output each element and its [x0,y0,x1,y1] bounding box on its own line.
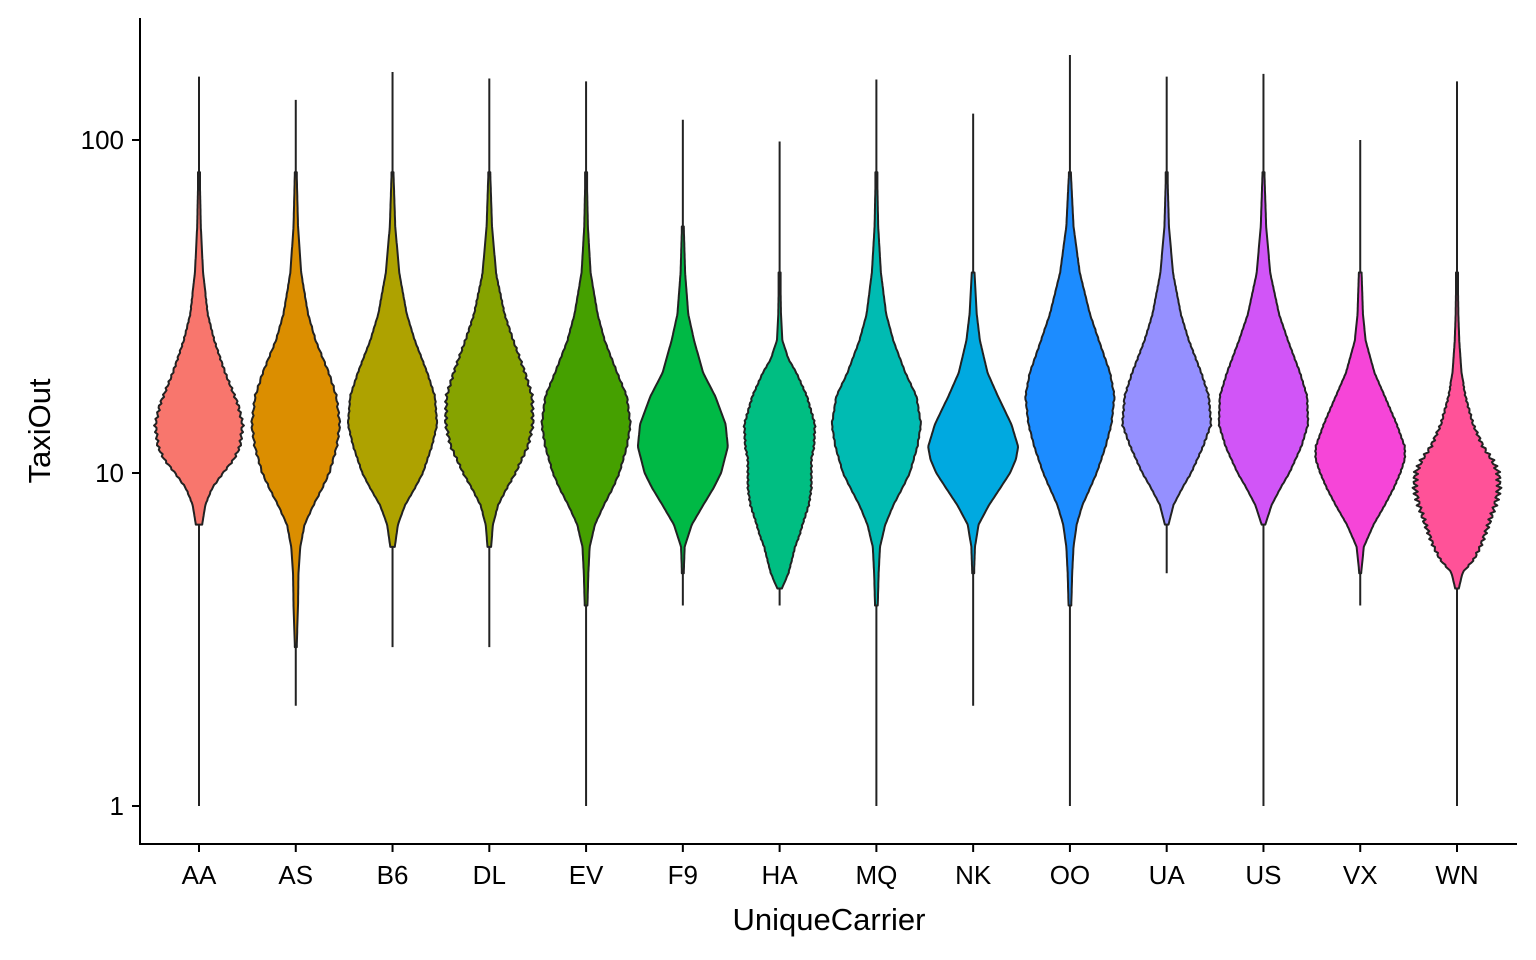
x-tick-label: US [1245,860,1281,890]
violin-body [153,171,245,526]
x-tick-label: AS [278,860,313,890]
x-tick-label: WN [1435,860,1478,890]
x-tick-label: NK [955,860,992,890]
violin-body [1411,271,1503,590]
violin-ha [742,141,817,606]
x-tick-label: B6 [377,860,409,890]
x-tick-label: F9 [668,860,698,890]
y-axis-ticks: 1 10 100 [81,125,140,821]
violin-wn [1411,81,1503,806]
x-tick-label: OO [1050,860,1090,890]
violin-body [742,271,817,590]
x-tick-label: AA [182,860,217,890]
x-tick-label: MQ [855,860,897,890]
violin-body [927,271,1019,575]
violin-body [1121,171,1213,526]
y-axis-title: TaxiOut [22,378,57,483]
violin-us [1217,73,1310,806]
violin-nk [927,113,1019,706]
x-tick-label: DL [473,860,506,890]
violin-dl [444,78,535,648]
x-tick-label: EV [569,860,604,890]
violin-body [250,171,342,649]
violin-ua [1121,76,1213,574]
violin-body [830,171,922,607]
violin-body [540,171,632,607]
y-tick-label: 1 [110,791,124,821]
violin-oo [1024,54,1116,806]
y-tick-label: 10 [95,458,124,488]
violin-as [250,99,342,706]
violins-group [153,54,1503,806]
violin-vx [1314,140,1407,606]
x-axis-title: UniqueCarrier [733,902,926,937]
violin-aa [153,76,245,806]
violin-body [347,171,439,548]
violin-body [444,171,535,548]
x-tick-label: VX [1343,860,1378,890]
violin-f9 [637,119,729,606]
violin-ev [540,81,632,806]
violin-b6 [347,72,439,648]
x-axis-ticks: AA AS B6 DL EV F9 HA MQ NK OO UA US VX WN [182,844,1479,890]
violin-body [637,225,729,575]
violin-mq [830,79,922,806]
violin-body [1217,171,1310,526]
violin-body [1314,271,1407,575]
x-tick-label: HA [762,860,799,890]
violin-body [1024,171,1116,607]
y-tick-label: 100 [81,125,124,155]
x-tick-label: UA [1149,860,1186,890]
